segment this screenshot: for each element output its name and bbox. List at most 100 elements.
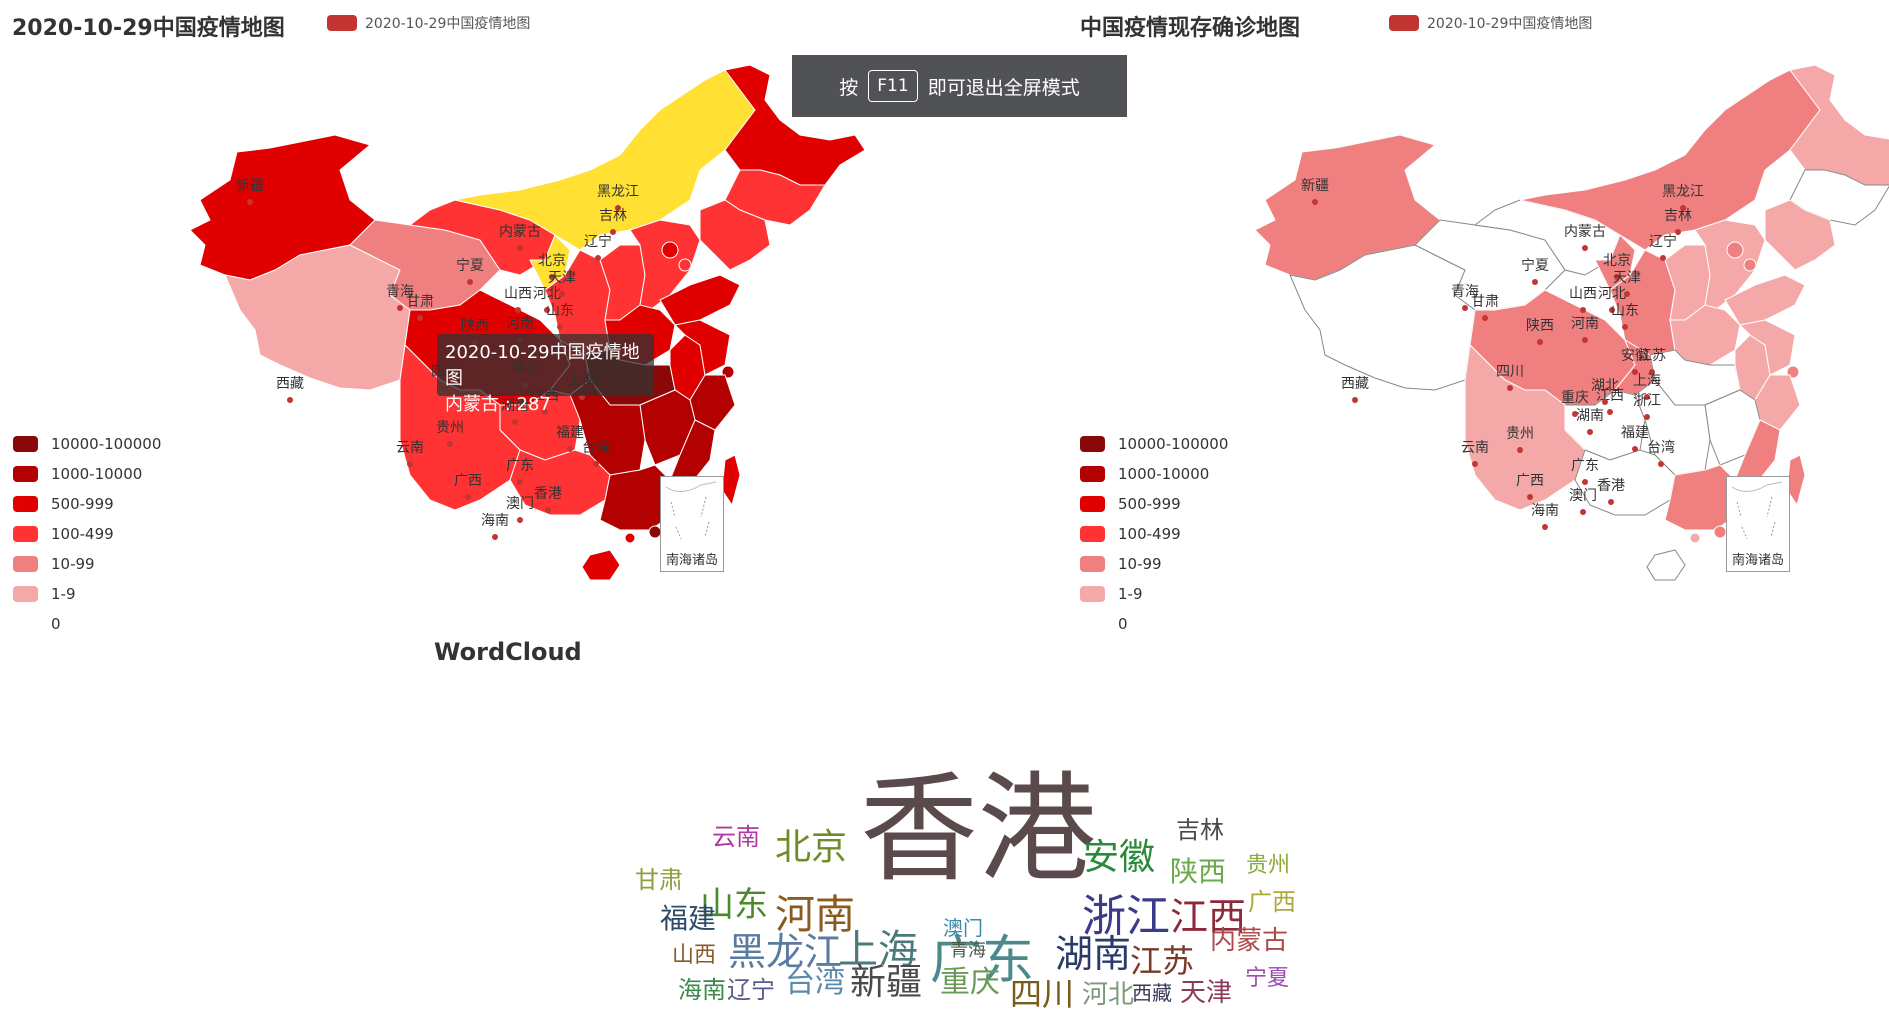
wordcloud-word[interactable]: 青海 [950,940,986,961]
wordcloud-word[interactable]: 陕西 [1170,855,1227,888]
wordcloud-word[interactable]: 台湾 [785,965,845,1000]
province-marker [517,479,523,485]
wordcloud-word[interactable]: 新疆 [850,962,923,1003]
wordcloud-word[interactable]: 宁夏 [1245,966,1290,991]
wordcloud-word[interactable]: 广东 [930,931,1035,991]
range-swatch-icon [1080,586,1105,602]
province-taiwan[interactable] [721,454,741,507]
province-tianjin[interactable] [1743,258,1757,272]
wordcloud-word[interactable]: 西藏 [1132,981,1172,1005]
province-marker [1675,229,1681,235]
province-marker [1607,409,1613,415]
wordcloud-word[interactable]: 河北 [1082,980,1135,1010]
visual-map-piece[interactable]: 10000-100000 [1080,429,1228,459]
visual-map-piece[interactable]: 1000-10000 [13,459,161,489]
wordcloud-word[interactable]: 甘肃 [635,866,683,894]
visual-map-piece[interactable]: 1000-10000 [1080,459,1228,489]
province-jiangsu[interactable] [673,319,731,376]
wordcloud-word[interactable]: 重庆 [940,965,1000,1000]
province-beijing[interactable] [1726,241,1744,259]
wordcloud-word[interactable]: 上海 [838,927,918,973]
wordcloud-word[interactable]: 福建 [660,902,717,935]
visual-map-piece[interactable]: 500-999 [1080,489,1228,519]
wordcloud-word[interactable]: 江苏 [1130,942,1195,980]
right-map-labels: 新疆西藏青海甘肃内蒙古宁夏陕西四川重庆云南贵州广西广东海南湖南江西福建台湾香港澳… [1301,178,1704,530]
left-visual-map[interactable]: 10000-100000 1000-10000 500-999 100-499 10-9… [13,429,161,639]
wordcloud-word[interactable]: 广西 [1248,888,1296,916]
wordcloud-word[interactable]: 山西 [672,943,717,968]
wordcloud-word[interactable]: 北京 [775,827,848,868]
visual-map-piece[interactable]: 100-499 [13,519,161,549]
right-china-map[interactable]: 新疆西藏青海甘肃内蒙古宁夏陕西四川重庆云南贵州广西广东海南湖南江西福建台湾香港澳… [1165,60,1889,581]
wordcloud-word[interactable]: 天津 [1180,978,1233,1008]
wordcloud-word[interactable]: 安徽 [1083,837,1156,878]
province-marker [1649,369,1655,375]
range-swatch-icon [13,436,38,452]
province-heilongjiang[interactable] [1789,64,1889,186]
province-marker [1582,245,1588,251]
wordcloud-word[interactable]: 四川 [1010,975,1075,1013]
province-marker [1537,339,1543,345]
wordcloud-word[interactable]: 澳门 [943,916,983,940]
province-label: 河南 [506,316,534,332]
province-heilongjiang[interactable] [724,64,866,186]
left-map-legend[interactable]: 2020-10-29中国疫情地图 [327,14,530,32]
province-macau[interactable] [1689,532,1701,544]
range-swatch-icon [13,466,38,482]
visual-map-piece[interactable]: 1-9 [1080,579,1228,609]
wordcloud-word[interactable]: 香港 [860,760,1097,898]
wordcloud-word[interactable]: 贵州 [1246,853,1291,878]
wordcloud-word[interactable]: 湖南 [1055,932,1132,976]
province-marker [1517,447,1523,453]
visual-map-piece[interactable]: 500-999 [13,489,161,519]
province-liaoning[interactable] [699,199,771,271]
left-map-title: 2020-10-29中国疫情地图 [12,16,285,41]
province-macau[interactable] [624,532,636,544]
province-label: 黑龙江 [597,184,639,200]
province-hainan[interactable] [581,549,621,581]
right-visual-map[interactable]: 10000-100000 1000-10000 500-999 100-499 10-9… [1080,429,1228,639]
province-hainan[interactable] [1646,549,1686,581]
visual-map-piece[interactable]: 10000-100000 [13,429,161,459]
province-label: 陕西 [1526,318,1554,334]
wordcloud-word[interactable]: 黑龙江 [728,930,843,974]
province-marker [595,255,601,261]
province-marker [1632,369,1638,375]
visual-map-piece[interactable]: 0 [13,609,161,639]
wordcloud-word[interactable]: 云南 [712,823,760,851]
province-label: 新疆 [1301,178,1329,194]
province-label: 四川 [1496,364,1524,380]
province-marker [542,409,548,415]
wordcloud-word[interactable]: 浙江 [1082,891,1170,942]
south-sea-islands-icon [665,481,717,540]
province-tianjin[interactable] [678,258,692,272]
province-beijing[interactable] [661,241,679,259]
visual-map-piece[interactable]: 0 [1080,609,1228,639]
province-jiangsu[interactable] [1738,319,1796,376]
province-liaoning[interactable] [1764,199,1836,271]
right-map-legend-label: 2020-10-29中国疫情地图 [1427,16,1593,32]
range-swatch-icon [1080,556,1105,572]
right-map-legend[interactable]: 2020-10-29中国疫情地图 [1389,14,1592,32]
wordcloud-word[interactable]: 海南 [678,976,726,1004]
wordcloud-word[interactable]: 江西 [1170,895,1247,939]
wordcloud-word[interactable]: 山东 [700,885,768,925]
visual-map-piece[interactable]: 10-99 [13,549,161,579]
wordcloud-word[interactable]: 内蒙古 [1210,926,1289,956]
province-marker [467,279,473,285]
wordcloud-word[interactable]: 吉林 [1176,816,1224,844]
province-hongkong[interactable] [1713,525,1727,539]
province-marker [1582,479,1588,485]
banner-suffix: 即可退出全屏模式 [927,76,1080,99]
province-label: 安徽 [1621,348,1649,364]
province-label: 海南 [481,513,509,529]
wordcloud-word[interactable]: 河南 [775,892,855,938]
visual-map-piece[interactable]: 100-499 [1080,519,1228,549]
visual-map-piece[interactable]: 10-99 [1080,549,1228,579]
province-label: 西藏 [276,376,304,392]
visual-map-piece[interactable]: 1-9 [13,579,161,609]
province-marker [1608,499,1614,505]
wordcloud-word[interactable]: 辽宁 [727,976,775,1004]
province-label: 天津 [548,270,576,286]
province-marker [1527,494,1533,500]
